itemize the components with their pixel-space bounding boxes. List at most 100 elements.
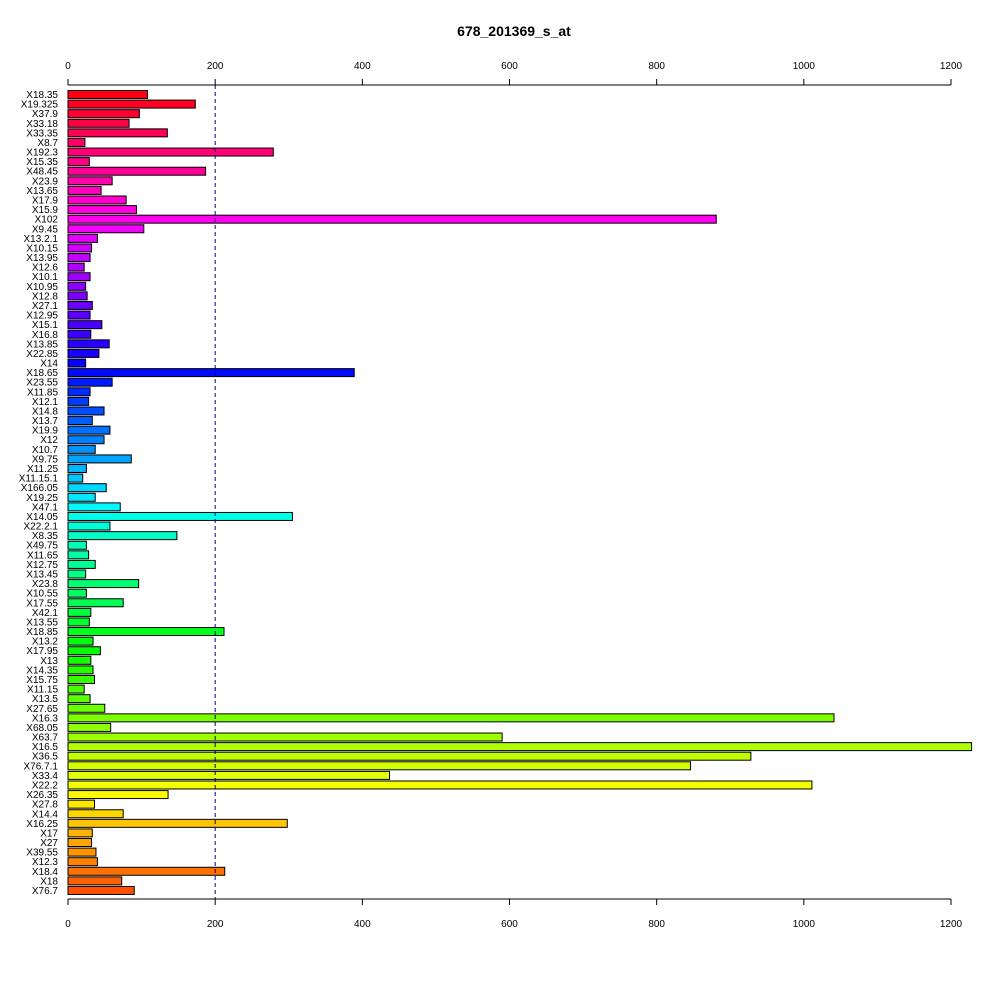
category-label: X49.75 <box>26 541 58 552</box>
category-label: X16.5 <box>32 742 59 753</box>
bar <box>67 876 123 886</box>
bar <box>67 847 97 857</box>
bar <box>67 387 91 397</box>
bar <box>67 799 95 809</box>
category-label: X14.35 <box>26 665 58 676</box>
category-label: X14.05 <box>26 512 58 523</box>
bar <box>67 588 87 598</box>
category-label: X23.55 <box>26 378 58 389</box>
bar <box>67 109 140 119</box>
category-label: X39.55 <box>26 848 58 859</box>
top-tick-label: 0 <box>65 61 71 72</box>
category-label: X33.4 <box>32 771 59 782</box>
bar <box>67 684 85 694</box>
bar <box>67 732 503 742</box>
bar <box>67 291 88 301</box>
top-tick-label: 800 <box>648 61 665 72</box>
category-label: X18 <box>40 876 58 887</box>
category-label: X36.5 <box>32 752 59 763</box>
category-labels: X18.35X19.325X37.9X33.18X33.35X8.7X192.3… <box>19 90 59 897</box>
bar <box>67 751 752 761</box>
top-tick-label: 200 <box>207 61 224 72</box>
bar <box>67 329 92 339</box>
category-label: X8.35 <box>32 531 59 542</box>
bar <box>67 348 100 358</box>
bottom-tick-label: 400 <box>354 919 371 930</box>
bars-group <box>67 90 973 895</box>
bar <box>67 598 124 608</box>
chart-title: 678_201369_s_at <box>457 23 571 39</box>
category-label: X11.25 <box>27 464 58 475</box>
top-axis-ticks: 0 200 400 600 800 1000 1200 <box>65 61 963 85</box>
category-label: X22.2 <box>32 780 59 791</box>
bar <box>67 742 973 752</box>
category-label: X76.7.1 <box>24 761 59 772</box>
category-label: X10.55 <box>26 589 58 600</box>
bar <box>67 358 87 368</box>
category-label: X26.35 <box>26 790 58 801</box>
bar <box>67 185 102 195</box>
bar <box>67 665 94 675</box>
category-label: X23.8 <box>32 579 59 590</box>
bar <box>67 569 87 579</box>
bar <box>67 579 140 589</box>
bar <box>67 617 90 627</box>
category-label: X18.65 <box>26 368 58 379</box>
bottom-tick-label: 1000 <box>793 919 816 930</box>
bar <box>67 195 127 205</box>
bottom-tick-label: 800 <box>648 919 665 930</box>
bar <box>67 454 132 464</box>
bar <box>67 243 93 253</box>
category-label: X18.35 <box>26 90 58 101</box>
category-label: X18.4 <box>32 867 59 878</box>
category-label: X11.65 <box>27 550 58 561</box>
top-tick-label: 1000 <box>793 61 816 72</box>
bar <box>67 137 86 147</box>
bottom-tick-label: 600 <box>501 919 518 930</box>
category-label: X16.8 <box>32 330 59 341</box>
bar <box>67 607 92 617</box>
bar <box>67 339 110 349</box>
top-tick-label: 400 <box>354 61 371 72</box>
bar <box>67 128 168 138</box>
category-label: X22.85 <box>26 349 58 360</box>
bottom-axis-ticks: 0 200 400 600 800 1000 1200 <box>65 899 963 930</box>
bar <box>67 90 148 99</box>
bar <box>67 214 717 224</box>
category-label: X12.95 <box>26 311 58 322</box>
category-label: X13.2.1 <box>24 234 59 245</box>
bar <box>67 694 91 704</box>
bar <box>67 627 225 637</box>
bar <box>67 205 137 215</box>
category-label: X9.45 <box>32 224 59 235</box>
bar <box>67 483 107 493</box>
category-label: X15.9 <box>32 205 59 216</box>
bar <box>67 99 196 109</box>
category-label: X17 <box>40 828 58 839</box>
bar <box>67 540 87 550</box>
category-label: X27.65 <box>26 704 58 715</box>
category-label: X12.1 <box>32 397 59 408</box>
bar <box>67 713 835 723</box>
bar <box>67 550 90 560</box>
bar <box>67 655 92 665</box>
category-label: X10.7 <box>32 445 59 456</box>
bar <box>67 809 124 819</box>
bar <box>67 674 95 684</box>
category-label: X10.95 <box>26 282 58 293</box>
bar <box>67 425 111 435</box>
category-label: X12.75 <box>26 560 58 571</box>
category-label: X13.85 <box>26 339 58 350</box>
bar <box>67 838 93 848</box>
bar <box>67 790 169 800</box>
category-label: X33.18 <box>26 119 58 130</box>
bar <box>67 473 84 483</box>
bottom-tick-label: 200 <box>207 919 224 930</box>
bar <box>67 166 207 176</box>
category-label: X17.95 <box>26 646 58 657</box>
bar <box>67 406 105 416</box>
top-tick-label: 1200 <box>940 61 963 72</box>
bar <box>67 416 93 426</box>
category-label: X17.55 <box>26 598 58 609</box>
category-label: X27 <box>40 838 58 849</box>
